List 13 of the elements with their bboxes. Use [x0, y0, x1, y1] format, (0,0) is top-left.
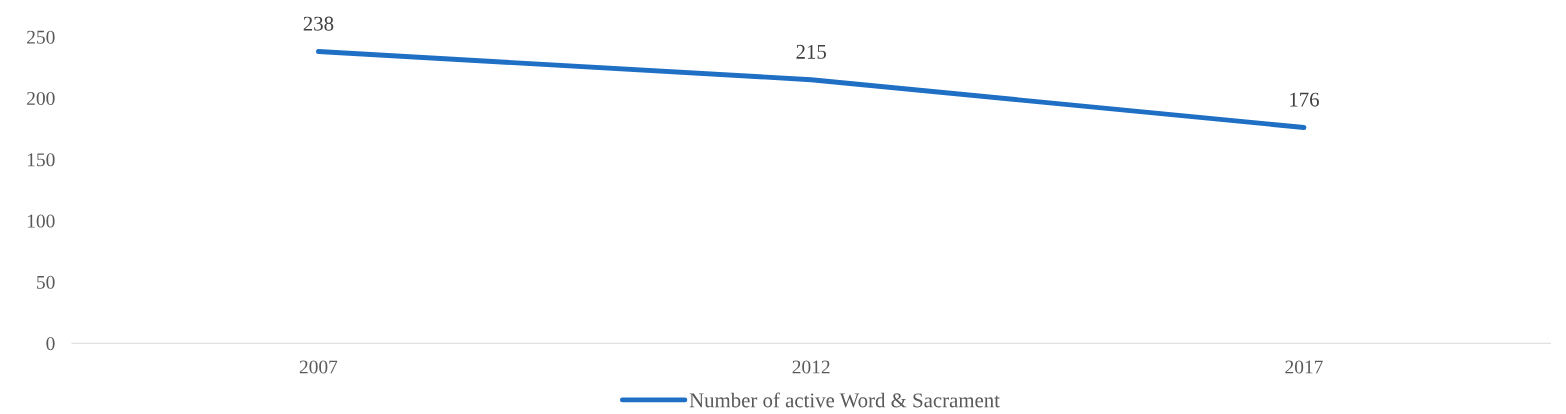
x-tick-label: 2012 [792, 360, 830, 374]
data-label: 238 [303, 16, 334, 31]
y-tick-label: 250 [27, 30, 55, 44]
y-tick-label: 150 [27, 153, 55, 167]
data-label: 176 [1290, 92, 1319, 107]
y-tick-label: 50 [37, 275, 55, 289]
data-label: 215 [796, 44, 826, 59]
x-tick-label: 2007 [299, 360, 338, 374]
y-tick-label: 100 [27, 214, 55, 228]
y-tick-label: 200 [27, 91, 55, 106]
y-tick-label: 0 [46, 337, 55, 351]
legend-label: Number of active Word & Sacrament [689, 392, 1000, 408]
x-tick-label: 2017 [1285, 360, 1323, 374]
